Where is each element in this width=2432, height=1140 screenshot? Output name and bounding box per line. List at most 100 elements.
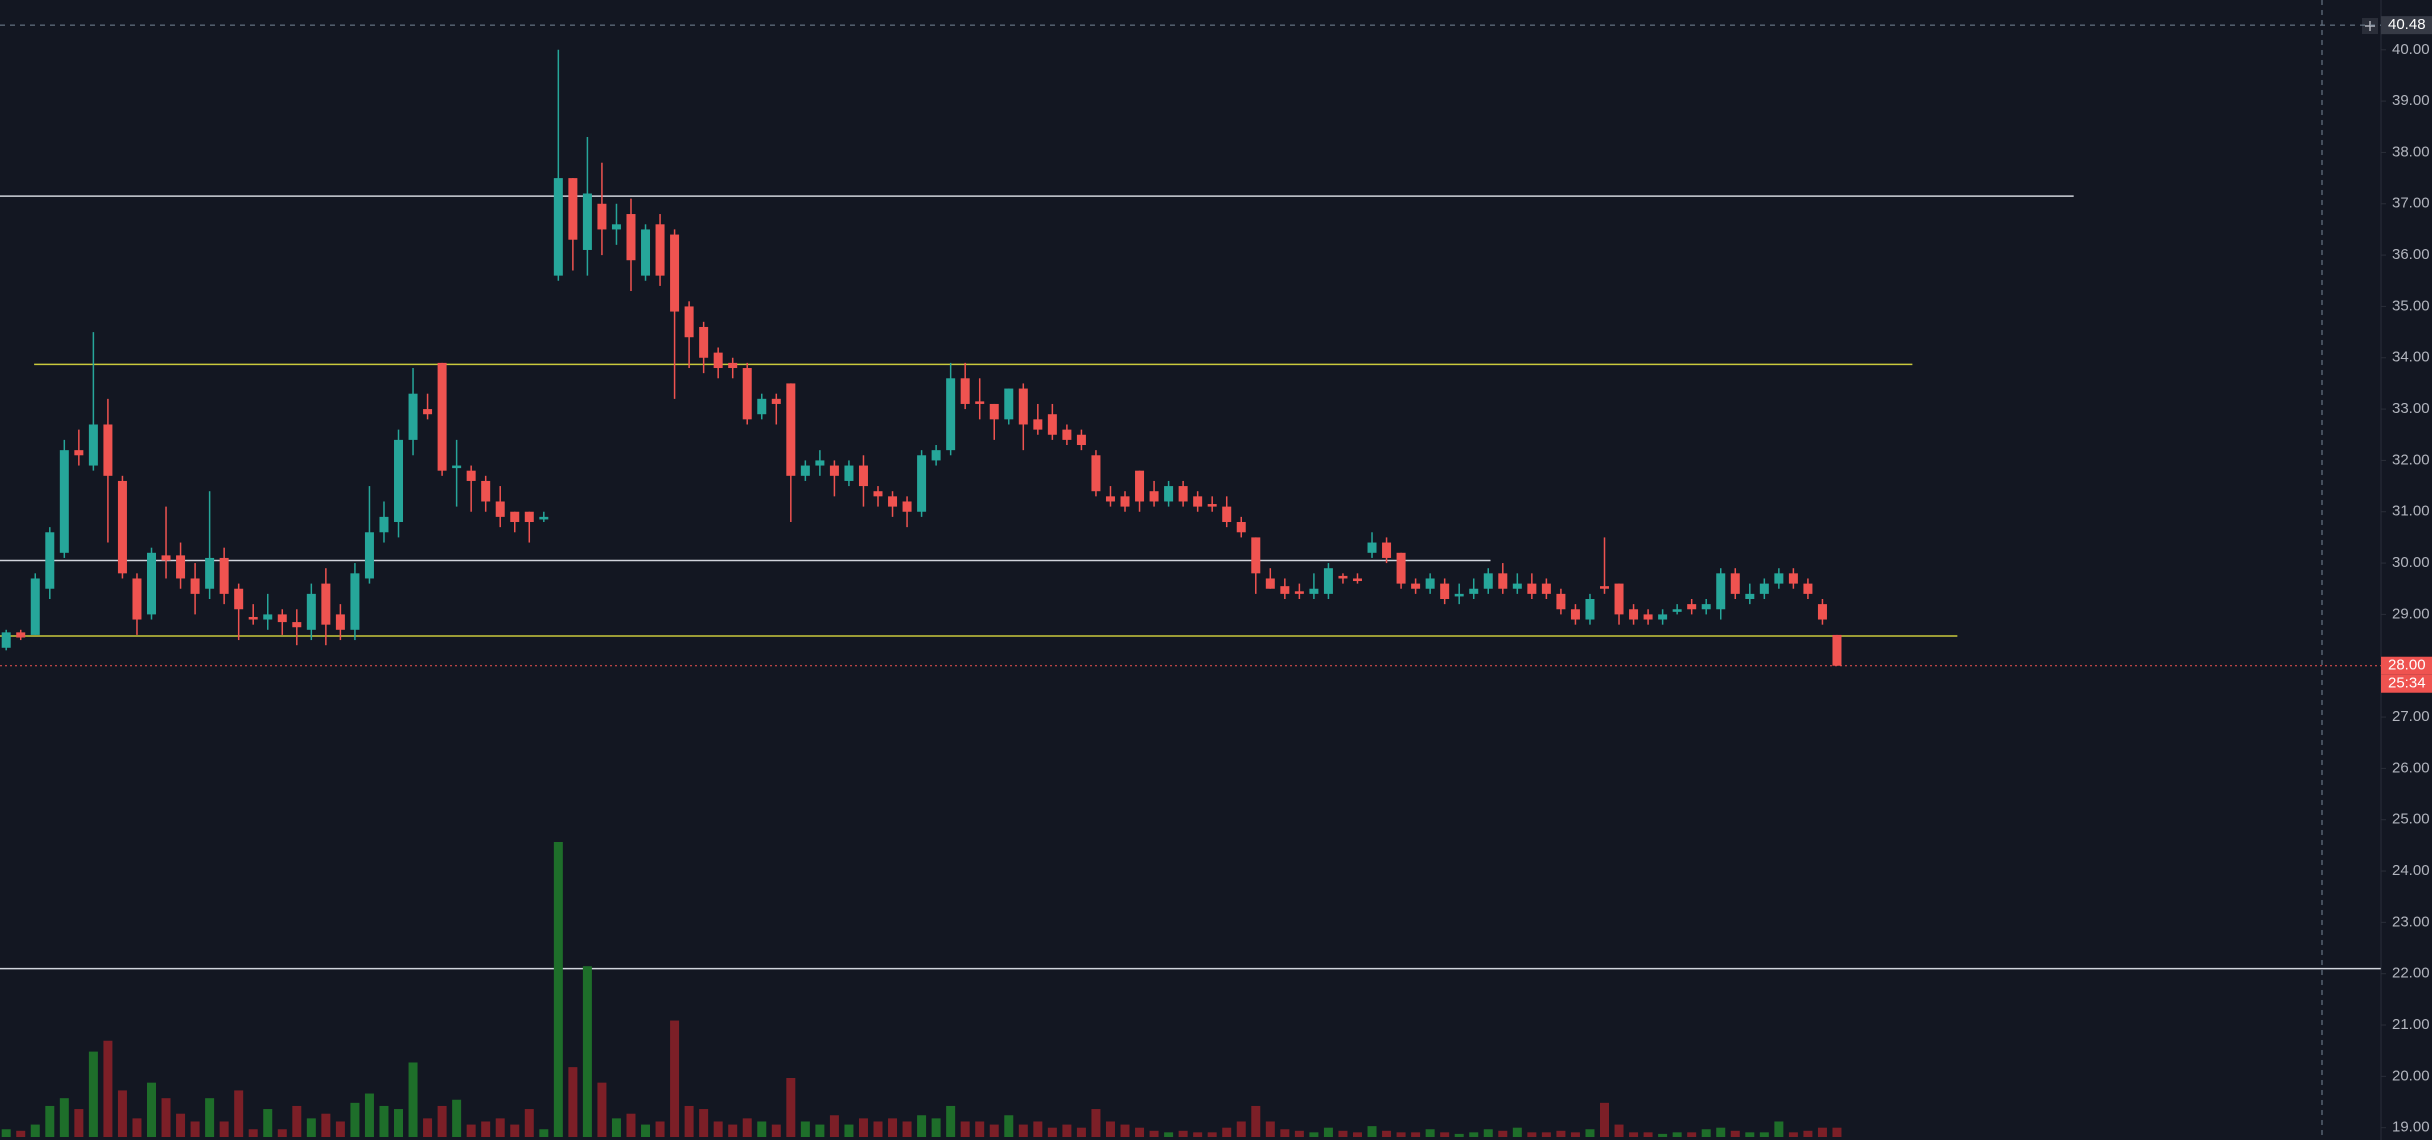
- candle-body: [568, 178, 578, 240]
- volume-bar: [132, 1118, 142, 1137]
- volume-bar: [495, 1118, 505, 1137]
- volume-bar: [45, 1105, 55, 1137]
- candle-body: [466, 470, 476, 481]
- candle-body: [30, 578, 40, 635]
- volume-bar: [205, 1098, 215, 1137]
- candle-body: [1149, 491, 1159, 502]
- volume-bar: [1294, 1130, 1304, 1137]
- countdown-badge: [2381, 674, 2432, 693]
- candle-body: [364, 532, 374, 579]
- candle-body: [335, 614, 345, 630]
- candle-body: [626, 214, 636, 261]
- candle-body: [1541, 583, 1551, 594]
- candle-body: [539, 516, 549, 520]
- candle-body: [1164, 486, 1174, 502]
- candle-body: [147, 552, 156, 615]
- candle-body: [1004, 388, 1014, 420]
- candle-body: [888, 496, 898, 507]
- volume-bar: [1817, 1127, 1827, 1137]
- y-tick-label: 21.00: [2392, 1016, 2430, 1033]
- candle-body: [1396, 552, 1406, 584]
- candle-body: [292, 622, 302, 628]
- volume-bar: [931, 1118, 941, 1137]
- candle-body: [1207, 504, 1217, 507]
- candle-body: [452, 465, 462, 469]
- crosshair-plus[interactable]: [2362, 18, 2378, 34]
- volume-bar: [1629, 1132, 1639, 1137]
- y-tick-label: 31.00: [2392, 503, 2430, 520]
- candle-body: [902, 501, 912, 512]
- volume-bar: [466, 1124, 476, 1137]
- volume-bar: [1687, 1132, 1697, 1137]
- candle-body: [960, 378, 970, 404]
- volume-bar: [902, 1121, 912, 1137]
- candle-body: [423, 409, 433, 415]
- candle-body: [582, 193, 592, 250]
- candle-body: [510, 511, 520, 523]
- candle-body: [321, 583, 331, 625]
- candle-body: [684, 306, 694, 338]
- volume-bar: [1759, 1132, 1769, 1137]
- candle-body: [1759, 583, 1769, 594]
- last-price-badge: [2381, 656, 2432, 675]
- candle-body: [1265, 578, 1275, 589]
- candle-body: [1105, 496, 1115, 502]
- candle-body: [234, 588, 244, 610]
- volume-bar: [917, 1115, 927, 1137]
- candle-body: [1817, 604, 1827, 620]
- candle-body: [1222, 506, 1232, 523]
- volume-bar: [1498, 1130, 1508, 1137]
- y-tick-label: 36.00: [2392, 246, 2430, 263]
- volume-bar: [423, 1118, 433, 1137]
- y-tick-label: 37.00: [2392, 195, 2430, 212]
- candle-body: [641, 229, 651, 276]
- candle-body: [437, 362, 447, 471]
- volume-bar: [394, 1109, 404, 1137]
- candle-body: [481, 480, 491, 502]
- candle-body: [1033, 419, 1043, 430]
- volume-bar: [1047, 1127, 1057, 1137]
- candle-body: [1018, 388, 1028, 425]
- candle-body: [1309, 588, 1319, 594]
- y-tick-label: 20.00: [2392, 1067, 2430, 1084]
- y-tick-label: 19.00: [2392, 1119, 2430, 1136]
- volume-bar: [1135, 1127, 1145, 1137]
- volume-bar: [292, 1105, 302, 1137]
- volume-bar: [1120, 1124, 1130, 1137]
- candle-body: [1, 632, 11, 648]
- volume-bar: [1527, 1132, 1537, 1137]
- candle-body: [1614, 583, 1624, 615]
- volume-bar: [568, 1067, 578, 1137]
- volume-bar: [510, 1124, 520, 1137]
- volume-bar: [539, 1129, 549, 1137]
- countdown-label: 25:34: [2388, 675, 2426, 692]
- volume-bar: [1222, 1127, 1232, 1137]
- volume-bar: [699, 1109, 709, 1137]
- volume-bar: [626, 1113, 636, 1137]
- candle-body: [277, 614, 287, 623]
- volume-bar: [1193, 1132, 1203, 1137]
- volume-bar: [1788, 1132, 1798, 1137]
- volume-bar: [1701, 1129, 1711, 1137]
- volume-bar: [1149, 1130, 1159, 1137]
- candle-body: [829, 465, 839, 476]
- volume-bar: [1033, 1121, 1043, 1137]
- candle-body: [655, 224, 665, 276]
- candle-body: [553, 178, 563, 276]
- volume-bar: [1338, 1130, 1348, 1137]
- volume-bar: [335, 1121, 345, 1137]
- candle-body: [1178, 486, 1188, 502]
- candle-body: [946, 378, 956, 451]
- volume-bar: [1396, 1132, 1406, 1137]
- volume-bar: [1309, 1132, 1319, 1137]
- y-tick-label: 23.00: [2392, 913, 2430, 930]
- volume-bar: [960, 1121, 970, 1137]
- candle-body: [728, 362, 738, 369]
- candle-body: [597, 203, 607, 230]
- volume-bar: [379, 1105, 389, 1137]
- candle-body: [1251, 537, 1261, 574]
- volume-bar: [350, 1102, 360, 1137]
- y-tick-label: 27.00: [2392, 708, 2430, 725]
- candle-body: [1687, 604, 1697, 610]
- volume-bar: [1178, 1130, 1188, 1137]
